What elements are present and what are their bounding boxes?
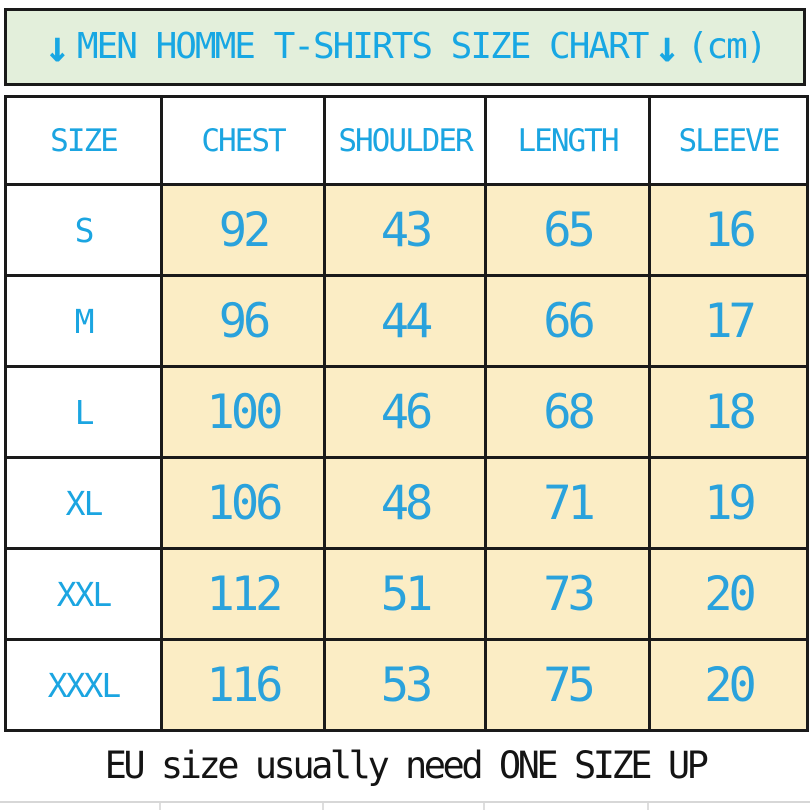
size-chart-table: SIZE CHEST SHOULDER LENGTH SLEEVE S 92 4… [4, 95, 809, 732]
shoulder-value-cell: 51 [323, 547, 487, 641]
chest-value-cell: 92 [160, 183, 326, 277]
header-row: SIZE CHEST SHOULDER LENGTH SLEEVE [4, 95, 809, 186]
size-label-cell: S [4, 183, 163, 277]
table-row-xxxl: XXXL 116 53 75 20 [4, 638, 809, 732]
length-value-cell: 75 [484, 638, 651, 732]
chest-value-cell: 116 [160, 638, 326, 732]
header-cell-shoulder: SHOULDER [323, 95, 487, 186]
sleeve-value-cell: 20 [648, 638, 809, 732]
chest-value-cell: 106 [160, 456, 326, 550]
size-label-cell: M [4, 274, 163, 368]
length-value-cell: 66 [484, 274, 651, 368]
sleeve-value-cell: 20 [648, 547, 809, 641]
shoulder-value-cell: 48 [323, 456, 487, 550]
column-line-stub [159, 803, 161, 810]
table-row-xl: XL 106 48 71 19 [4, 456, 809, 550]
length-value-cell: 71 [484, 456, 651, 550]
sleeve-value-cell: 19 [648, 456, 809, 550]
chest-value-cell: 96 [160, 274, 326, 368]
shoulder-value-cell: 43 [323, 183, 487, 277]
banner-title: MEN HOMME T-SHIRTS SIZE CHART [76, 26, 650, 67]
arrow-down-icon: ↓ [44, 20, 70, 73]
table-row-l: L 100 46 68 18 [4, 365, 809, 459]
sleeve-value-cell: 17 [648, 274, 809, 368]
banner-unit: (cm) [686, 26, 768, 67]
size-chart-banner: ↓ MEN HOMME T-SHIRTS SIZE CHART ↓ (cm) [4, 8, 806, 86]
table-row-m: M 96 44 66 17 [4, 274, 809, 368]
header-cell-chest: CHEST [160, 95, 326, 186]
column-line-stub [322, 803, 324, 810]
header-cell-size: SIZE [4, 95, 163, 186]
table-row-s: S 92 43 65 16 [4, 183, 809, 277]
header-cell-length: LENGTH [484, 95, 651, 186]
arrow-down-icon: ↓ [654, 20, 680, 73]
header-cell-sleeve: SLEEVE [648, 95, 809, 186]
shoulder-value-cell: 46 [323, 365, 487, 459]
size-label-cell: XXXL [4, 638, 163, 732]
size-label-cell: XXL [4, 547, 163, 641]
size-label-cell: L [4, 365, 163, 459]
table-row-xxl: XXL 112 51 73 20 [4, 547, 809, 641]
column-line-stub [647, 803, 649, 810]
length-value-cell: 68 [484, 365, 651, 459]
eu-size-note: EU size usually need ONE SIZE UP [104, 743, 709, 787]
sleeve-value-cell: 16 [648, 183, 809, 277]
sleeve-value-cell: 18 [648, 365, 809, 459]
shoulder-value-cell: 44 [323, 274, 487, 368]
length-value-cell: 65 [484, 183, 651, 277]
shoulder-value-cell: 53 [323, 638, 487, 732]
column-line-stub [483, 803, 485, 810]
length-value-cell: 73 [484, 547, 651, 641]
chest-value-cell: 100 [160, 365, 326, 459]
size-label-cell: XL [4, 456, 163, 550]
bottom-divider [0, 801, 810, 803]
chest-value-cell: 112 [160, 547, 326, 641]
